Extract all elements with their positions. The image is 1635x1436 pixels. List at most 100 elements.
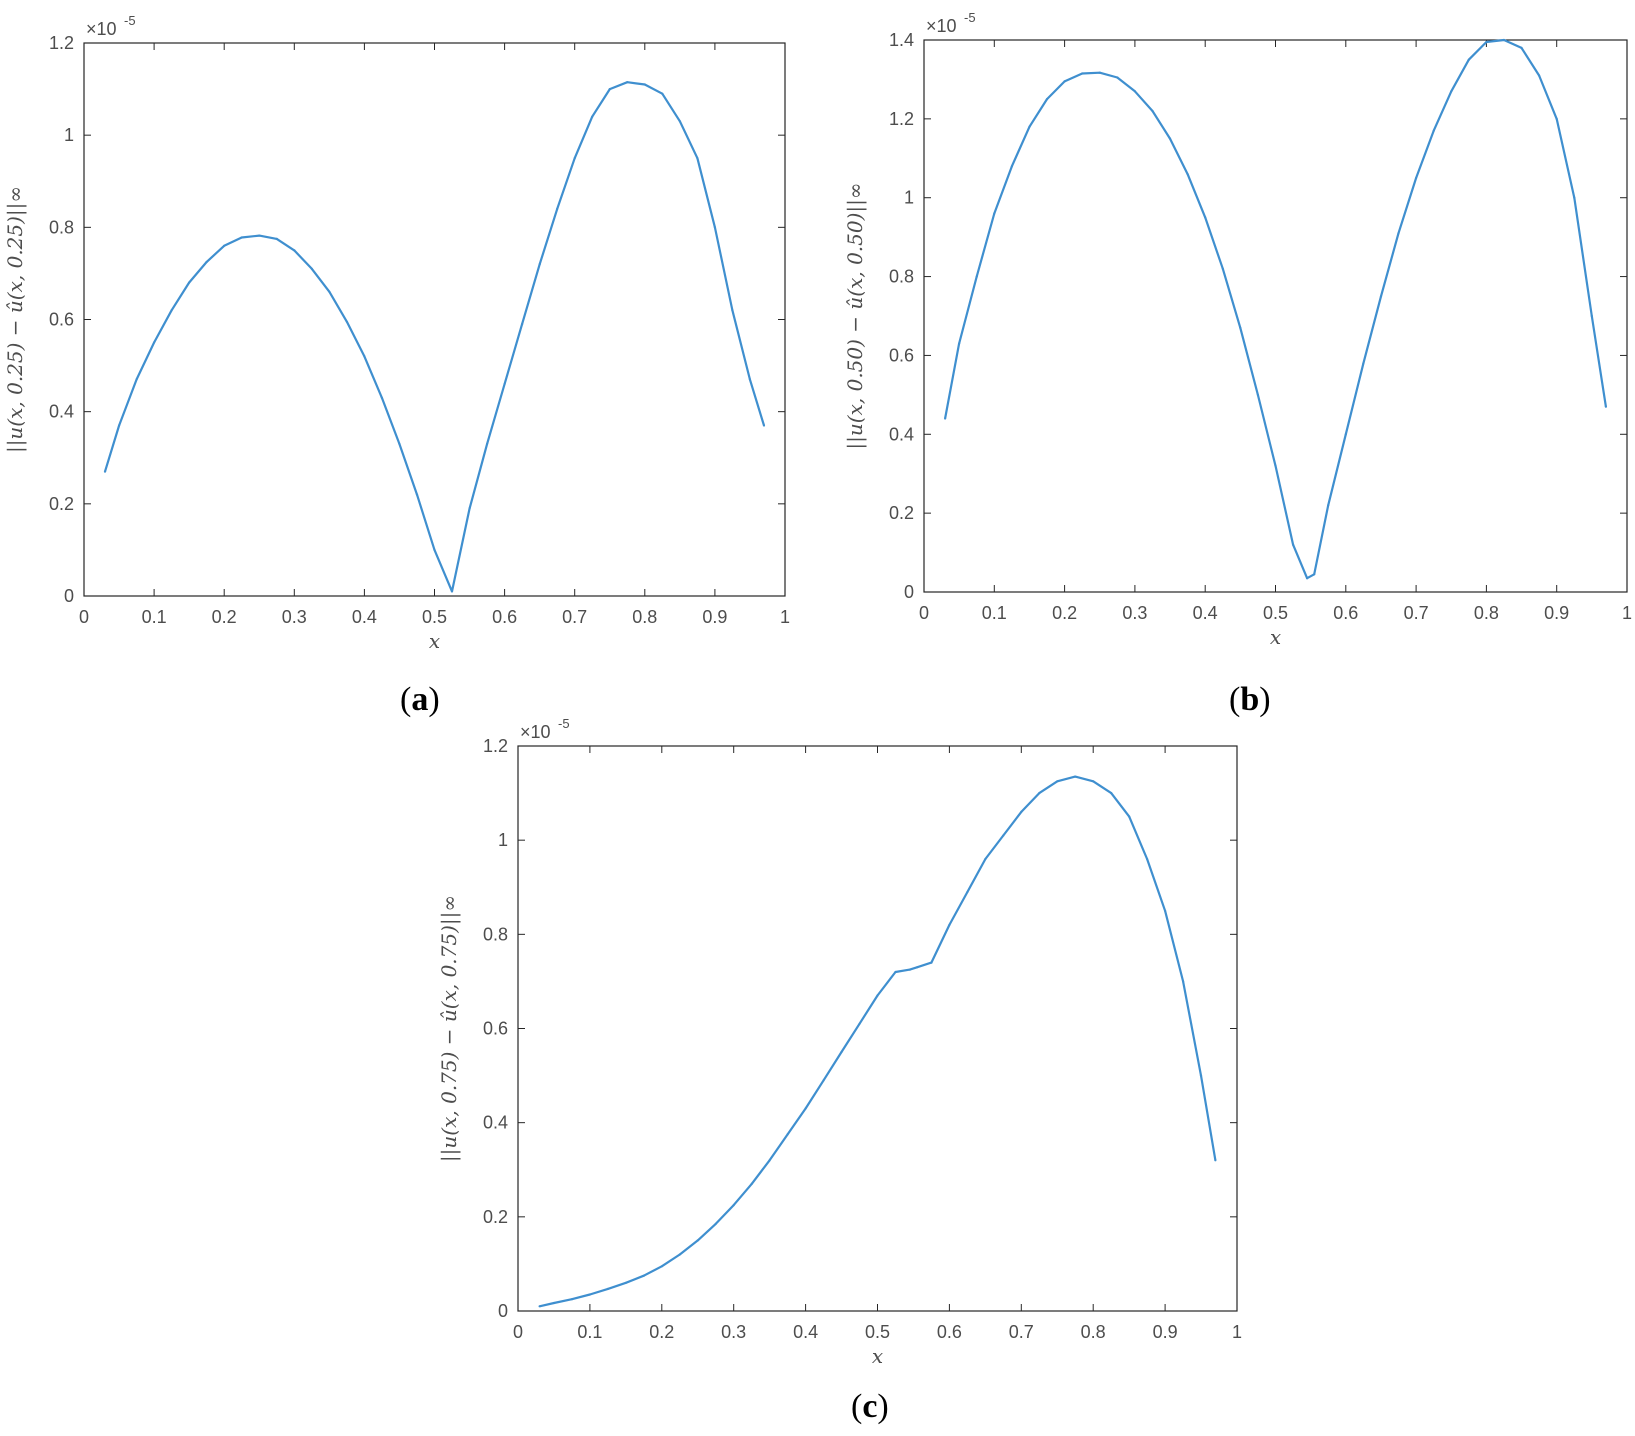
data-point [1573,196,1576,199]
data-point [915,966,919,969]
data-point [135,378,138,381]
data-point [1038,792,1041,795]
data-point [552,1301,556,1305]
data-point [468,507,471,510]
x-tick-label: 0 [79,607,89,627]
data-point [153,341,156,344]
x-tick-label: 0.4 [1193,603,1218,623]
x-tick-label: 1 [1622,603,1632,623]
data-point [328,290,331,293]
data-point [1397,232,1400,235]
x-tick-label: 0.3 [1122,603,1147,623]
data-point [398,442,401,445]
data-point [118,424,121,427]
data-point [433,548,436,552]
data-point [1485,40,1488,44]
data-point [1415,176,1418,180]
data-point [380,396,383,399]
plot-area [923,39,1628,593]
y-tick-label: 0.2 [889,503,914,523]
data-point [1313,573,1316,576]
y-tick-label: 0.4 [889,424,914,444]
data-point [1467,58,1470,61]
data-point [1604,405,1607,408]
data-point [944,417,947,420]
data-point [840,1050,843,1054]
y-tick-label: 0.2 [483,1207,508,1227]
x-tick-label: 0 [513,1322,523,1342]
data-point [606,1287,610,1290]
data-point [1221,267,1224,270]
data-point [170,309,173,312]
data-point [363,355,366,358]
data-point [1450,90,1453,93]
data-point [1502,38,1506,42]
y-tick-label: 1.2 [889,109,914,129]
x-tick-label: 0.1 [142,607,167,627]
data-point [908,968,912,971]
data-point [415,493,419,496]
caption-a: (a) [400,681,440,718]
y-axis-label: ||u(x, 0.75) − û(x, 0.75)||∞ [437,895,462,1162]
x-tick-label: 0.2 [212,607,237,627]
x-axis-label: x [1270,625,1281,649]
data-point [768,1159,771,1162]
x-tick-label: 0.4 [793,1322,818,1342]
x-tick-label: 0.2 [649,1322,674,1342]
x-tick-label: 0.6 [492,607,517,627]
exponent-power: -5 [124,13,136,28]
x-tick-label: 0.3 [721,1322,746,1342]
data-point [1186,173,1189,176]
y-tick-label: 0.6 [889,345,914,365]
data-point [293,249,296,252]
plot-area [517,745,1238,1312]
data-point [1432,129,1435,132]
x-tick-label: 0.1 [577,1322,602,1342]
y-tick-label: 0.8 [889,267,914,287]
y-tick-label: 0.8 [49,217,74,237]
data-point [1074,775,1077,778]
x-tick-label: 0.9 [1544,603,1569,623]
data-point [678,120,682,123]
data-point [450,590,454,593]
y-tick-label: 0.4 [49,402,74,422]
data-point [1081,72,1084,75]
x-tick-label: 0.2 [1052,603,1077,623]
data-point [750,1182,753,1185]
data-point [223,244,226,247]
data-point [588,1293,592,1296]
x-tick-label: 0.6 [937,1322,962,1342]
data-point [521,323,524,326]
chart-panel-a: 0 0.1 0.2 0.3 0.4 0.5 0.6 0.7 0.8 0.9 1 0 0.2 0.4 0.6 0… [3,13,790,653]
x-tick-label: 0.7 [1404,603,1429,623]
data-point [1056,780,1059,783]
data-point [1327,504,1330,507]
x-tick-label: 0.9 [1153,1322,1178,1342]
data-point [1045,98,1049,101]
data-point [188,281,191,284]
x-tick-label: 0.5 [1263,603,1288,623]
x-tick-label: 0 [919,603,929,623]
y-tick-label: 1.4 [889,30,914,50]
data-point [1379,295,1383,298]
data-point [732,1204,735,1207]
y-tick-label: 1 [64,125,74,145]
data-point [748,378,752,381]
y-axis-label: ||u(x, 0.50) − û(x, 0.50)||∞ [843,182,868,449]
data-point [1362,362,1365,365]
data-point [731,309,734,312]
data-point [642,1274,645,1277]
data-point [1010,165,1014,168]
data-point [608,88,611,91]
x-tick-label: 1 [780,607,790,627]
data-point [1092,780,1095,783]
x-tick-label: 0.8 [1474,603,1499,623]
x-tick-label: 0.7 [1009,1322,1034,1342]
data-point [1256,393,1259,396]
data-point [1133,90,1136,93]
x-axis-label: x [872,1344,883,1368]
data-point [1182,980,1185,983]
data-point [894,970,897,974]
y-tick-label: 0 [498,1301,508,1321]
y-axis-label: ||u(x, 0.25) − û(x, 0.25)||∞ [3,186,28,453]
